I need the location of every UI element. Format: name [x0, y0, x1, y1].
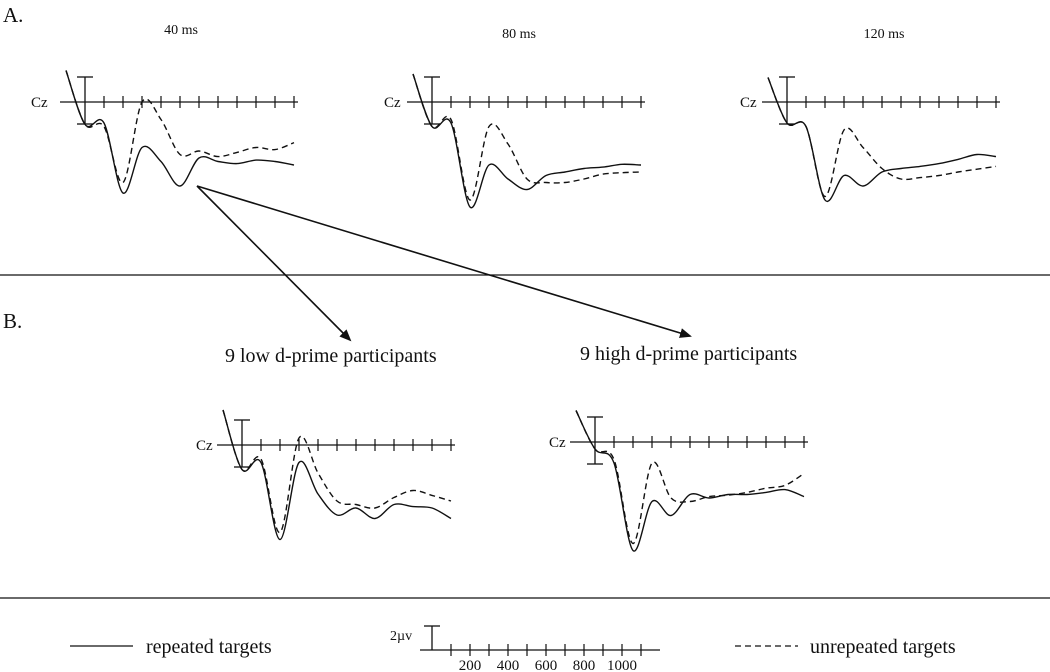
erp-panel: 80 ms Cz [384, 27, 645, 209]
panel-b-label: B. [3, 309, 22, 333]
panel-a-label: A. [3, 3, 23, 27]
legend-solid-label: repeated targets [146, 636, 272, 658]
panel-title: 120 ms [864, 27, 905, 42]
erp-panel: Cz [549, 410, 808, 552]
scale-axis: 2µv 200 400 600 800 1000 [390, 625, 660, 672]
low-group-title: 9 low d-prime participants [225, 345, 437, 367]
time-tick-label: 800 [573, 658, 596, 672]
time-tick-label: 400 [497, 658, 520, 672]
electrode-label: Cz [31, 95, 48, 111]
erp-panel: Cz [196, 409, 455, 541]
time-tick-label: 1000 [607, 658, 637, 672]
repeated-targets-line [412, 73, 642, 209]
unrepeated-targets-line [767, 77, 997, 198]
repeated-targets-line [65, 70, 295, 194]
repeated-targets-line [575, 410, 805, 552]
amplitude-unit-label: 2µv [390, 629, 412, 644]
electrode-label: Cz [549, 435, 566, 451]
repeated-targets-line [222, 409, 452, 541]
legend: repeated targets unrepeated targets [70, 636, 956, 658]
erp-panel: 40 ms Cz [31, 23, 298, 194]
electrode-label: Cz [384, 95, 401, 111]
unrepeated-targets-line [575, 410, 805, 545]
high-group-title: 9 high d-prime participants [580, 343, 797, 365]
erp-panel: 120 ms Cz [740, 27, 1000, 203]
unrepeated-targets-line [412, 73, 642, 201]
legend-dashed-label: unrepeated targets [810, 636, 956, 658]
arrow-to-low-group [196, 185, 352, 342]
erp-panels: 40 ms Cz 80 ms Cz 120 ms Cz Cz Cz [31, 23, 1000, 552]
time-tick-label: 200 [459, 658, 482, 672]
panel-title: 80 ms [502, 27, 536, 42]
arrow-to-high-group [196, 185, 692, 338]
electrode-label: Cz [740, 95, 757, 111]
panel-title: 40 ms [164, 23, 198, 38]
unrepeated-targets-line [65, 70, 295, 184]
unrepeated-targets-line [222, 409, 452, 534]
electrode-label: Cz [196, 438, 213, 454]
time-tick-label: 600 [535, 658, 558, 672]
